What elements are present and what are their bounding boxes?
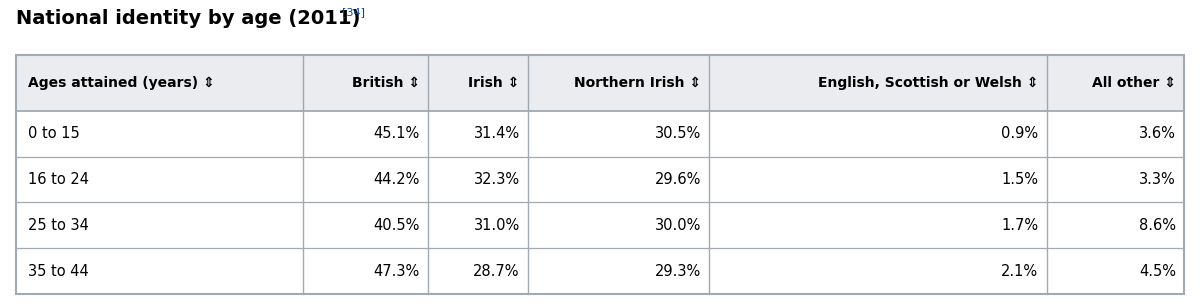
Text: National identity by age (2011): National identity by age (2011) — [16, 9, 360, 28]
Text: 0.9%: 0.9% — [1001, 126, 1038, 141]
Bar — [16, 55, 1184, 111]
Bar — [16, 202, 1184, 248]
Text: 32.3%: 32.3% — [474, 172, 520, 187]
Bar — [16, 111, 1184, 157]
Text: All other ⇕: All other ⇕ — [1092, 76, 1176, 90]
Text: 45.1%: 45.1% — [373, 126, 420, 141]
Text: [34]: [34] — [342, 8, 365, 18]
Text: 3.6%: 3.6% — [1139, 126, 1176, 141]
Text: Northern Irish ⇕: Northern Irish ⇕ — [574, 76, 701, 90]
Bar — [16, 157, 1184, 202]
Text: 8.6%: 8.6% — [1139, 218, 1176, 233]
Text: 44.2%: 44.2% — [373, 172, 420, 187]
Text: 40.5%: 40.5% — [373, 218, 420, 233]
Text: 1.5%: 1.5% — [1002, 172, 1038, 187]
Text: 0 to 15: 0 to 15 — [28, 126, 79, 141]
Text: Irish ⇕: Irish ⇕ — [468, 76, 520, 90]
Text: 30.5%: 30.5% — [655, 126, 701, 141]
Text: 31.0%: 31.0% — [474, 218, 520, 233]
Text: 29.3%: 29.3% — [655, 264, 701, 278]
Bar — [16, 248, 1184, 294]
Bar — [16, 55, 1184, 294]
Text: 31.4%: 31.4% — [474, 126, 520, 141]
Text: 30.0%: 30.0% — [655, 218, 701, 233]
Text: Ages attained (years) ⇕: Ages attained (years) ⇕ — [28, 76, 215, 90]
Text: British ⇕: British ⇕ — [352, 76, 420, 90]
Text: 25 to 34: 25 to 34 — [28, 218, 89, 233]
Text: 3.3%: 3.3% — [1139, 172, 1176, 187]
Text: 16 to 24: 16 to 24 — [28, 172, 89, 187]
Text: 35 to 44: 35 to 44 — [28, 264, 89, 278]
Text: 2.1%: 2.1% — [1001, 264, 1038, 278]
Text: 29.6%: 29.6% — [655, 172, 701, 187]
Text: 4.5%: 4.5% — [1139, 264, 1176, 278]
Text: English, Scottish or Welsh ⇕: English, Scottish or Welsh ⇕ — [818, 76, 1038, 90]
Text: 1.7%: 1.7% — [1001, 218, 1038, 233]
Text: 28.7%: 28.7% — [473, 264, 520, 278]
Text: 47.3%: 47.3% — [373, 264, 420, 278]
